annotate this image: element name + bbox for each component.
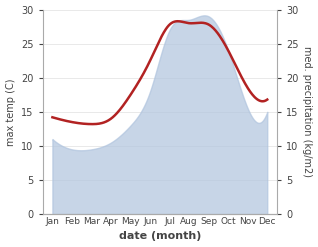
X-axis label: date (month): date (month) <box>119 231 201 242</box>
Y-axis label: med. precipitation (kg/m2): med. precipitation (kg/m2) <box>302 46 313 177</box>
Y-axis label: max temp (C): max temp (C) <box>5 78 16 145</box>
